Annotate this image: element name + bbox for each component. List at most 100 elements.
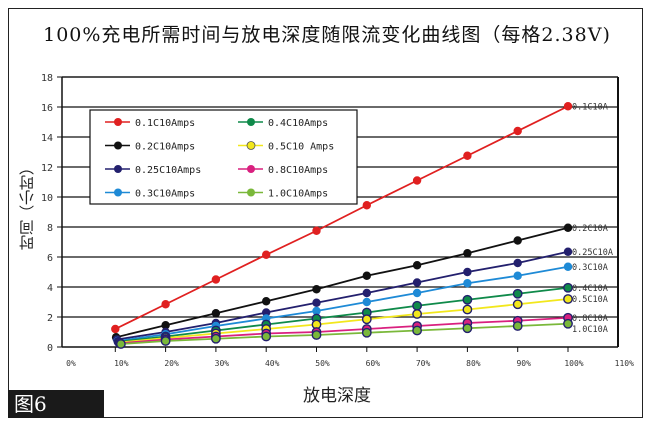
- x-axis-label: 放电深度: [303, 386, 371, 406]
- legend-box: [89, 109, 358, 205]
- data-point: [312, 226, 321, 235]
- x-tick-label: 70%: [416, 359, 431, 368]
- legend-marker: [114, 188, 122, 197]
- x-tick-label: 50%: [315, 359, 330, 368]
- data-point: [111, 324, 120, 334]
- data-point: [160, 336, 171, 346]
- data-point: [361, 327, 372, 338]
- y-tick-label: 2: [47, 313, 53, 324]
- data-point: [513, 236, 522, 245]
- data-point: [463, 267, 472, 277]
- series-end-label: 1.0C10A: [572, 325, 608, 335]
- data-point: [361, 314, 372, 325]
- series-line: [114, 105, 569, 330]
- legend-marker: [247, 118, 255, 126]
- y-tick-label: 6: [47, 253, 53, 264]
- data-point: [261, 331, 272, 342]
- series-line: [118, 286, 569, 343]
- x-tick-label: 40%: [265, 359, 280, 368]
- data-point: [312, 306, 321, 316]
- data-point: [512, 321, 523, 331]
- series-line: [117, 265, 569, 342]
- data-point: [563, 294, 573, 304]
- data-point: [463, 249, 472, 258]
- y-tick-label: 14: [41, 133, 53, 144]
- data-point: [563, 247, 573, 256]
- data-point: [210, 333, 221, 344]
- data-point: [362, 201, 371, 210]
- series-end-label: 0.4C10A: [572, 284, 608, 294]
- y-tick-label: 16: [41, 103, 53, 114]
- x-tick-label: 110%: [615, 359, 634, 368]
- data-point: [412, 325, 422, 336]
- data-point: [116, 339, 126, 349]
- data-point: [362, 297, 371, 307]
- data-point: [362, 271, 371, 280]
- series-end-label: 0.25C10A: [572, 248, 613, 258]
- legend-marker: [247, 165, 255, 173]
- x-tick-label: 20%: [164, 359, 179, 368]
- chart-title: 100%充电所需时间与放电深度随限流变化曲线图（每格2.38V): [43, 24, 611, 46]
- series-line: [119, 298, 569, 344]
- x-tick-label: 30%: [215, 359, 230, 368]
- series-end-label: 0.5C10A: [572, 295, 608, 305]
- legend-label: 0.2C10Amps: [135, 142, 195, 153]
- series-line: [115, 226, 569, 339]
- data-point: [463, 151, 472, 160]
- data-point: [462, 304, 473, 315]
- data-point: [513, 258, 522, 268]
- series-line: [116, 250, 569, 341]
- data-point: [563, 223, 573, 232]
- data-point: [563, 262, 573, 271]
- data-point: [312, 298, 321, 307]
- data-point: [312, 285, 321, 294]
- x-tick-label: 80%: [466, 359, 481, 368]
- data-point: [262, 297, 271, 306]
- y-tick-label: 18: [41, 73, 53, 84]
- data-point: [362, 288, 371, 298]
- data-point: [462, 323, 473, 334]
- legend-label: 0.25C10Amps: [135, 165, 201, 176]
- data-point: [262, 308, 271, 317]
- series-end-label: 0.3C10A: [572, 263, 608, 273]
- y-tick-label: 8: [47, 223, 53, 234]
- data-point: [211, 275, 221, 284]
- series-line: [120, 316, 569, 345]
- data-point: [563, 102, 573, 111]
- series-end-label: 0.8C10A: [572, 314, 608, 324]
- y-tick-label: 0: [47, 343, 53, 354]
- outer-frame: [8, 8, 643, 418]
- data-point: [563, 318, 573, 329]
- data-point: [563, 282, 573, 293]
- data-point: [412, 300, 422, 311]
- legend-label: 0.1C10Amps: [135, 118, 195, 129]
- legend-marker: [114, 118, 122, 126]
- legend-label: 0.3C10Amps: [135, 189, 195, 200]
- data-point: [311, 330, 322, 340]
- y-tick-label: 4: [47, 283, 53, 294]
- data-point: [412, 278, 422, 287]
- series-end-label: 0.1C10A: [572, 102, 608, 112]
- series-line: [120, 322, 569, 345]
- y-tick-label: 12: [41, 163, 53, 174]
- x-tick-label: 100%: [564, 359, 583, 368]
- data-point: [211, 309, 221, 318]
- data-point: [512, 288, 523, 299]
- x-tick-label: 90%: [516, 359, 531, 368]
- data-point: [462, 294, 473, 305]
- data-point: [513, 271, 522, 280]
- legend-marker: [246, 141, 256, 150]
- data-point: [161, 300, 170, 309]
- data-point: [512, 299, 523, 310]
- legend-marker: [114, 141, 122, 150]
- legend-marker: [247, 188, 255, 197]
- data-point: [412, 176, 422, 185]
- x-tick-label: 0%: [66, 359, 76, 368]
- x-tick-label: 60%: [366, 359, 381, 368]
- x-tick-label: 10%: [114, 359, 129, 368]
- data-point: [161, 321, 170, 330]
- y-tick-label: 10: [41, 193, 53, 204]
- legend-label: 1.0C10Amps: [268, 189, 328, 200]
- data-point: [513, 126, 522, 136]
